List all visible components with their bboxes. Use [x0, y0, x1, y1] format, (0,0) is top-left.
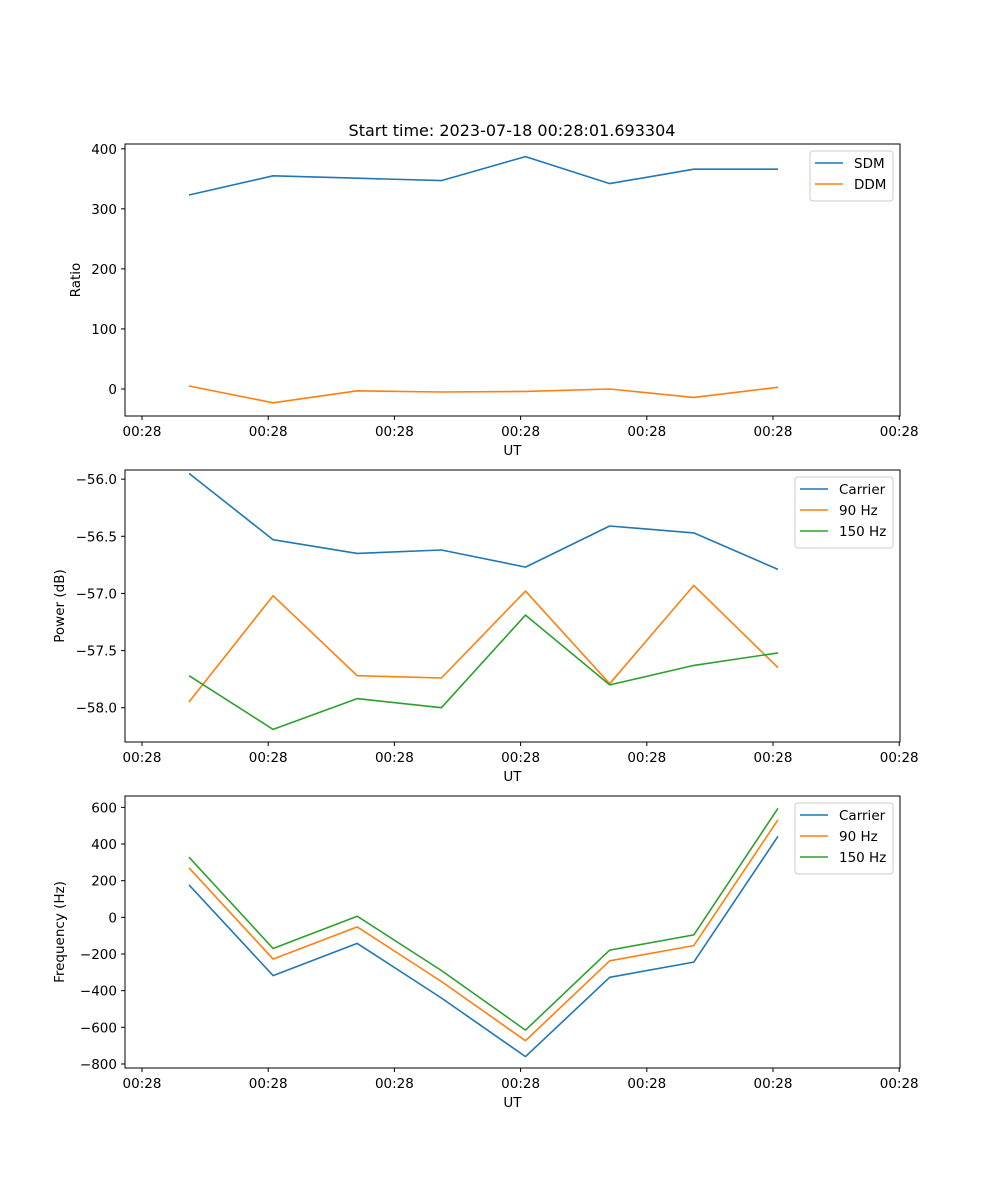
frequency-x-tick-label: 00:28	[501, 1076, 540, 1092]
ratio-x-tick-label: 00:28	[375, 424, 414, 440]
frequency-x-tick-label: 00:28	[375, 1076, 414, 1092]
ratio-x-tick-label: 00:28	[880, 424, 919, 440]
power-y-tick-label: −56.0	[76, 472, 117, 488]
ratio-panel: 00:2800:2800:2800:2800:2800:2800:2800:29…	[68, 142, 919, 459]
power-axes-frame	[124, 469, 901, 743]
ratio-axes-frame	[124, 143, 901, 417]
ratio-series-line-sdm	[188, 155, 778, 196]
ratio-x-tick-label: 00:28	[249, 424, 288, 440]
frequency-series-line-90-hz	[188, 819, 779, 1042]
power-series-line-150-hz	[188, 614, 779, 731]
ratio-y-tick-label: 300	[91, 202, 117, 218]
ratio-y-tick-label: 400	[91, 142, 117, 158]
power-series-line-carrier	[188, 472, 779, 571]
frequency-legend-label: 150 Hz	[839, 850, 886, 866]
power-x-tick-label: 00:28	[754, 750, 793, 766]
frequency-y-tick-label: 0	[108, 910, 117, 926]
frequency-y-tick-label: −400	[80, 984, 117, 1000]
frequency-panel: 00:2800:2800:2800:2800:2800:2800:2800:29…	[52, 795, 919, 1111]
ratio-series-line-ddm	[188, 385, 779, 404]
power-legend-label: 150 Hz	[839, 524, 886, 540]
power-y-axis-label: Power (dB)	[52, 569, 68, 642]
frequency-legend-label: Carrier	[839, 808, 886, 824]
ratio-x-tick-label: 00:28	[754, 424, 793, 440]
frequency-x-axis-label: UT	[503, 1095, 522, 1111]
ratio-y-tick-label: 0	[108, 382, 117, 398]
frequency-x-tick-label: 00:28	[754, 1076, 793, 1092]
ratio-legend-label: SDM	[854, 156, 885, 172]
frequency-x-tick-label: 00:28	[880, 1076, 919, 1092]
power-y-tick-label: −56.5	[76, 529, 117, 545]
frequency-series-line-150-hz	[188, 807, 779, 1031]
frequency-x-tick-label: 00:28	[627, 1076, 666, 1092]
ratio-y-tick-label: 100	[91, 322, 117, 338]
power-y-tick-label: −57.0	[76, 586, 117, 602]
frequency-y-tick-label: 600	[91, 800, 117, 816]
power-legend-label: Carrier	[839, 482, 886, 498]
ratio-x-axis-label: UT	[503, 443, 522, 459]
frequency-axes-frame	[124, 795, 901, 1069]
frequency-y-tick-label: −800	[80, 1057, 117, 1073]
frequency-y-tick-label: −200	[80, 947, 117, 963]
frequency-y-tick-label: 200	[91, 874, 117, 890]
power-x-tick-label: 00:28	[249, 750, 288, 766]
ratio-y-axis-label: Ratio	[68, 263, 84, 298]
power-x-axis-label: UT	[503, 769, 522, 785]
power-panel: 00:2800:2800:2800:2800:2800:2800:2800:29…	[52, 469, 919, 785]
frequency-x-tick-label: 00:28	[249, 1076, 288, 1092]
frequency-x-tick-label: 00:28	[123, 1076, 162, 1092]
ratio-x-tick-label: 00:28	[501, 424, 540, 440]
ratio-x-tick-label: 00:28	[627, 424, 666, 440]
power-x-tick-label: 00:28	[123, 750, 162, 766]
power-legend-label: 90 Hz	[839, 503, 878, 519]
power-x-tick-label: 00:28	[501, 750, 540, 766]
ratio-y-tick-label: 200	[91, 262, 117, 278]
power-series-line-90-hz	[188, 584, 779, 703]
power-x-tick-label: 00:28	[880, 750, 919, 766]
frequency-y-tick-label: 400	[91, 837, 117, 853]
ratio-legend-label: DDM	[854, 177, 886, 193]
power-x-tick-label: 00:28	[627, 750, 666, 766]
power-x-tick-label: 00:28	[375, 750, 414, 766]
power-y-tick-label: −57.5	[76, 644, 117, 660]
power-y-tick-label: −58.0	[76, 701, 117, 717]
figure-title: Start time: 2023-07-18 00:28:01.693304	[349, 121, 676, 140]
ratio-x-tick-label: 00:28	[123, 424, 162, 440]
frequency-y-tick-label: −600	[80, 1020, 117, 1036]
frequency-series-line-carrier	[188, 835, 779, 1058]
frequency-legend-label: 90 Hz	[839, 829, 878, 845]
frequency-y-axis-label: Frequency (Hz)	[52, 881, 68, 983]
